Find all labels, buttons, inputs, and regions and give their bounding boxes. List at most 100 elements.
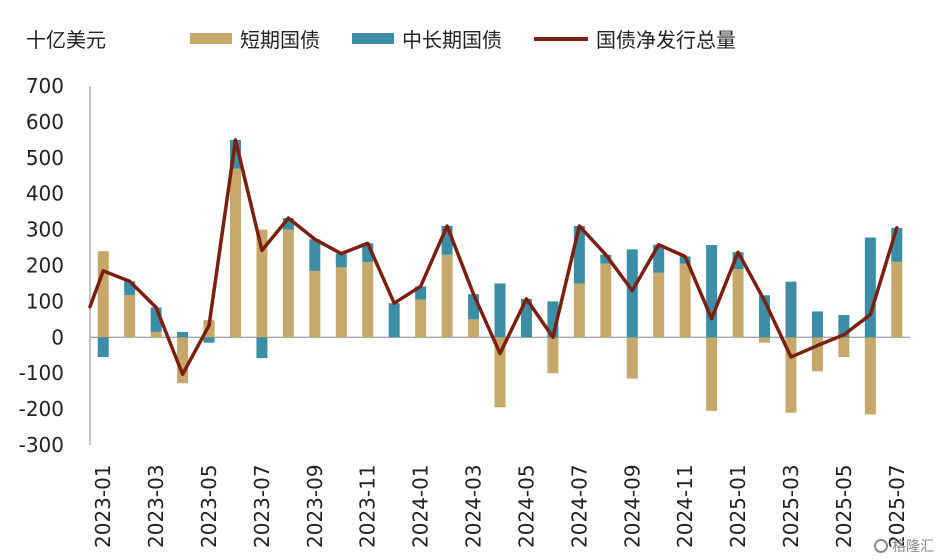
watermark-logo-icon <box>874 539 888 553</box>
legend-swatch-total <box>534 36 588 41</box>
unit-label: 十亿美元 <box>26 28 106 52</box>
legend-label-total: 国债净发行总量 <box>596 28 736 52</box>
y-tick-label: 600 <box>26 110 64 134</box>
y-tick-label: 200 <box>26 254 64 278</box>
y-tick-label: -200 <box>19 397 64 421</box>
bar-short <box>600 263 612 338</box>
bar-long <box>706 245 718 338</box>
x-tick-label: 2024-11 <box>673 464 697 548</box>
x-tick-label: 2025-07 <box>885 464 909 548</box>
bar-long <box>547 301 559 338</box>
bar-long <box>177 331 189 338</box>
y-tick-label: 100 <box>26 289 64 313</box>
bar-short <box>150 331 162 338</box>
x-tick-label: 2024-01 <box>409 464 433 548</box>
bar-short <box>547 337 559 374</box>
bar-long <box>415 286 427 300</box>
bar-long <box>626 249 638 338</box>
bar-short <box>891 261 903 338</box>
bar-short <box>573 283 585 338</box>
bar-long <box>150 307 162 332</box>
y-tick-label: 500 <box>26 146 64 170</box>
bar-short <box>415 299 427 338</box>
legend: 短期国债 中长期国债 国债净发行总量 <box>190 24 768 53</box>
bar-long <box>203 337 215 343</box>
bar-short <box>494 337 506 408</box>
bar-short <box>362 261 374 338</box>
axes: -300 -200 -100 0 100 200 300 400 500 600 700 2023-0… <box>19 74 910 548</box>
bar-long <box>362 243 374 262</box>
bar-short <box>838 337 850 358</box>
y-tick-label: 0 <box>51 325 64 349</box>
bar-short <box>97 251 109 338</box>
watermark: 格隆汇 <box>874 536 934 556</box>
bar-long <box>256 337 268 359</box>
bar-long <box>653 244 665 273</box>
x-tick-label: 2023-11 <box>356 464 380 548</box>
x-tick-label: 2025-03 <box>779 464 803 548</box>
x-tick-label: 2023-05 <box>197 464 221 548</box>
bar-short <box>177 337 189 384</box>
bar-short <box>282 229 294 338</box>
bar-short <box>759 337 771 343</box>
bar-long <box>732 252 744 270</box>
x-tick-label: 2023-09 <box>303 464 327 548</box>
bar-long <box>97 337 109 358</box>
legend-swatch-long <box>352 33 394 44</box>
bar-long <box>282 218 294 230</box>
bar-long <box>811 311 823 338</box>
bar-long <box>759 295 771 338</box>
y-tick-label: 300 <box>26 218 64 242</box>
bar-short <box>706 337 718 411</box>
watermark-text: 格隆汇 <box>892 539 934 555</box>
bar-long <box>335 253 347 268</box>
x-tick-label: 2023-07 <box>250 464 274 548</box>
legend-item-long: 中长期国债 <box>352 24 502 53</box>
bar-short <box>256 229 268 338</box>
legend-label-short: 短期国债 <box>240 28 320 52</box>
bar-short <box>864 337 876 415</box>
bar-short <box>229 168 241 338</box>
bar-long <box>600 254 612 264</box>
bar-short <box>335 267 347 338</box>
x-tick-label: 2025-05 <box>832 464 856 548</box>
total-issuance-line <box>88 138 899 377</box>
y-tick-label: -300 <box>19 433 64 457</box>
bar-short <box>653 272 665 338</box>
bar-long <box>229 139 241 169</box>
bar-short <box>732 269 744 338</box>
legend-item-total: 国债净发行总量 <box>534 24 736 53</box>
x-tick-label: 2024-09 <box>620 464 644 548</box>
x-tick-label: 2023-03 <box>144 464 168 548</box>
bar-short <box>679 263 691 338</box>
bar-short <box>811 337 823 372</box>
bar-long <box>785 281 797 338</box>
y-tick-label: 700 <box>26 74 64 98</box>
legend-swatch-short <box>190 33 232 44</box>
bar-long <box>441 226 453 255</box>
legend-label-long: 中长期国债 <box>402 28 502 52</box>
bar-long <box>494 283 506 338</box>
bar-short <box>785 337 797 413</box>
x-tick-label: 2025-01 <box>726 464 750 548</box>
bar-long <box>468 294 480 320</box>
bar-short <box>124 294 136 338</box>
bars-group <box>97 139 903 415</box>
bar-long <box>864 237 876 338</box>
bar-long <box>388 303 400 338</box>
bar-long <box>309 239 321 271</box>
bar-long <box>124 281 136 295</box>
total-line-group <box>88 138 899 377</box>
y-tick-label: -100 <box>19 361 64 385</box>
bar-long <box>838 315 850 338</box>
bar-long <box>520 298 532 338</box>
bar-long <box>573 226 585 284</box>
bar-short <box>441 254 453 338</box>
y-tick-label: 400 <box>26 182 64 206</box>
bar-long <box>891 227 903 262</box>
x-tick-label: 2024-05 <box>514 464 538 548</box>
bar-short <box>626 337 638 379</box>
bar-short <box>309 270 321 338</box>
legend-item-short: 短期国债 <box>190 24 320 53</box>
